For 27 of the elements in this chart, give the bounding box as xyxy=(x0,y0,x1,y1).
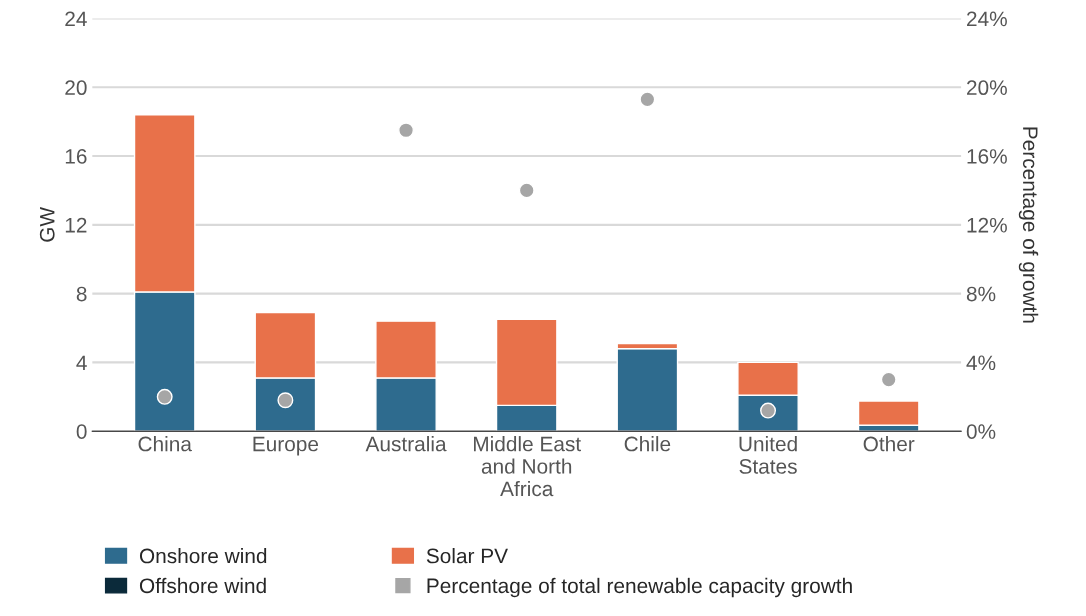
y2-tick-label: 0% xyxy=(966,424,996,439)
y2-tick-label: 8% xyxy=(966,286,996,302)
x-tick-label: Chile xyxy=(624,436,671,452)
y-axis-title: GW xyxy=(39,206,55,242)
y2-tick-label: 12% xyxy=(967,217,1007,233)
y-tick-label: 16 xyxy=(65,149,87,164)
legend-label: Onshore wind xyxy=(139,547,267,564)
y2-tick-label: 20% xyxy=(967,80,1007,96)
y-tick-label: 8 xyxy=(76,286,87,302)
x-tick-label: Middle East and North Africa xyxy=(474,436,581,497)
y2-tick-label: 4% xyxy=(966,355,996,371)
y-tick-label: 24 xyxy=(65,11,87,27)
legend-label: Offshore wind xyxy=(139,577,266,594)
x-tick-label: Europe xyxy=(253,436,319,456)
y-tick-label: 4 xyxy=(76,355,87,370)
legend-label: Solar PV xyxy=(426,547,508,564)
y-tick-label: 0 xyxy=(76,424,87,439)
y2-axis-title: Percentage of growth xyxy=(1018,127,1039,323)
x-tick-label: Australia xyxy=(365,436,447,452)
legend-label: Percentage of total renewable capacity growth xyxy=(427,577,852,598)
x-tick-label: United States xyxy=(739,436,797,474)
x-tick-label: Other xyxy=(863,436,915,452)
y2-tick-label: 24% xyxy=(967,11,1007,27)
y-tick-label: 20 xyxy=(65,80,87,96)
y2-tick-label: 16% xyxy=(967,149,1007,164)
x-tick-label: China xyxy=(138,436,192,452)
y-tick-label: 12 xyxy=(65,217,87,233)
